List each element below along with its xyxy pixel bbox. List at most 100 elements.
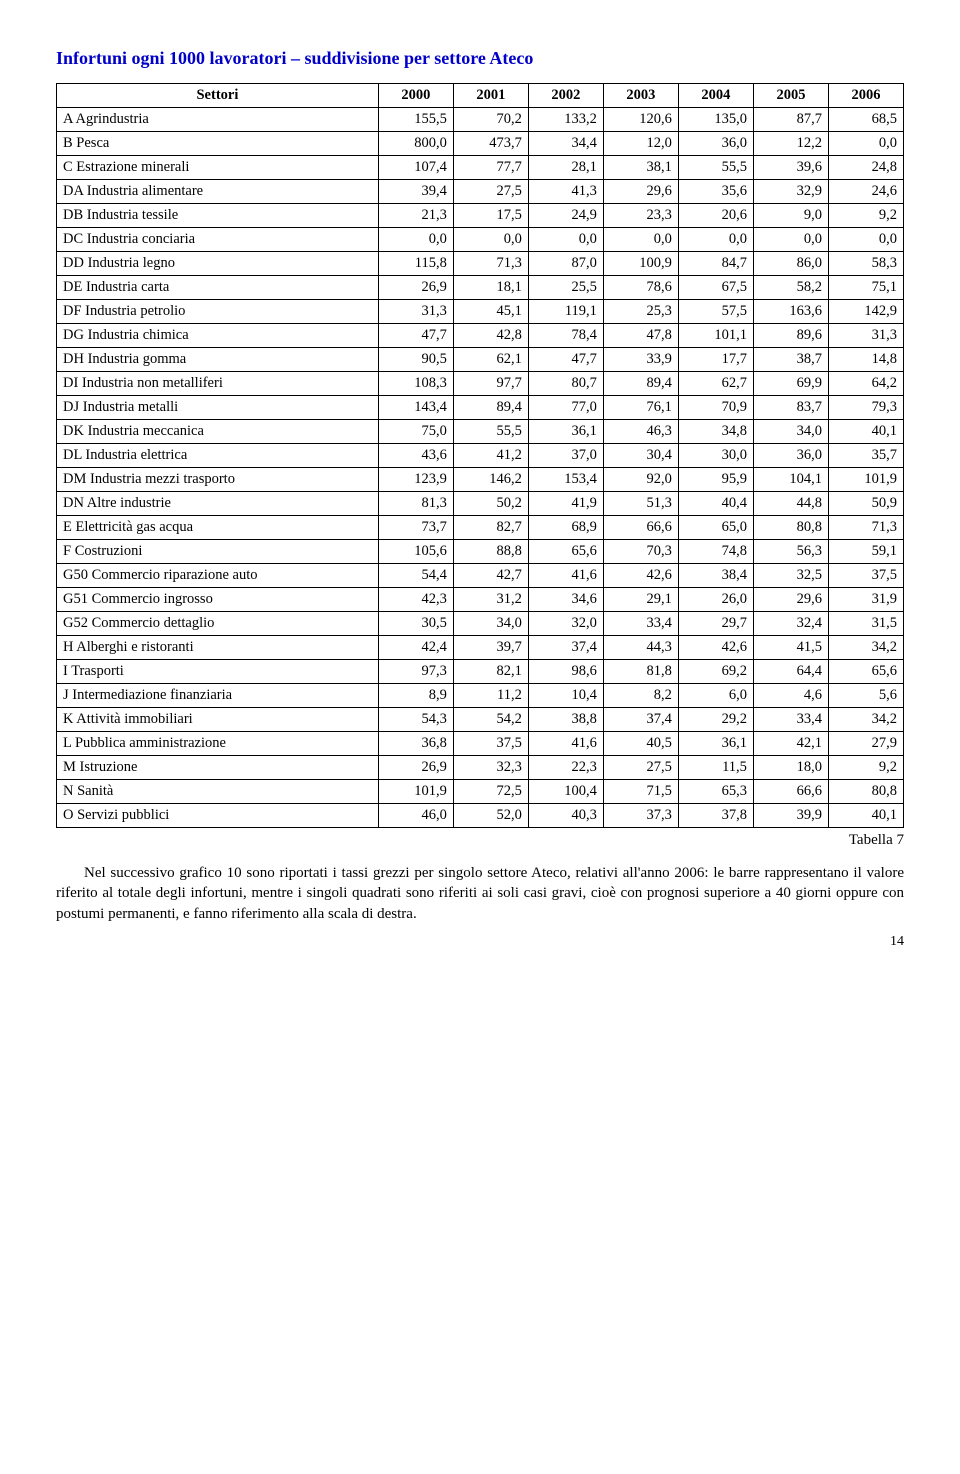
col-year: 2000 bbox=[378, 84, 453, 108]
cell-value: 41,3 bbox=[528, 180, 603, 204]
cell-value: 40,1 bbox=[828, 420, 903, 444]
cell-value: 107,4 bbox=[378, 156, 453, 180]
table-row: DN Altre industrie81,350,241,951,340,444… bbox=[57, 492, 904, 516]
cell-value: 42,7 bbox=[453, 564, 528, 588]
cell-value: 95,9 bbox=[678, 468, 753, 492]
cell-value: 71,3 bbox=[453, 252, 528, 276]
cell-value: 30,5 bbox=[378, 612, 453, 636]
cell-value: 32,4 bbox=[753, 612, 828, 636]
cell-value: 31,3 bbox=[378, 300, 453, 324]
cell-value: 92,0 bbox=[603, 468, 678, 492]
table-row: G52 Commercio dettaglio30,534,032,033,42… bbox=[57, 612, 904, 636]
cell-value: 77,7 bbox=[453, 156, 528, 180]
cell-value: 18,1 bbox=[453, 276, 528, 300]
table-row: DD Industria legno115,871,387,0100,984,7… bbox=[57, 252, 904, 276]
cell-value: 38,7 bbox=[753, 348, 828, 372]
table-row: M Istruzione26,932,322,327,511,518,09,2 bbox=[57, 756, 904, 780]
cell-value: 26,9 bbox=[378, 756, 453, 780]
cell-value: 36,1 bbox=[528, 420, 603, 444]
cell-value: 41,5 bbox=[753, 636, 828, 660]
cell-value: 67,5 bbox=[678, 276, 753, 300]
cell-sector: F Costruzioni bbox=[57, 540, 379, 564]
cell-value: 39,4 bbox=[378, 180, 453, 204]
table-row: N Sanità101,972,5100,471,565,366,680,8 bbox=[57, 780, 904, 804]
cell-value: 29,6 bbox=[753, 588, 828, 612]
cell-sector: G52 Commercio dettaglio bbox=[57, 612, 379, 636]
cell-value: 27,5 bbox=[453, 180, 528, 204]
cell-value: 59,1 bbox=[828, 540, 903, 564]
table-row: DE Industria carta26,918,125,578,667,558… bbox=[57, 276, 904, 300]
cell-value: 41,9 bbox=[528, 492, 603, 516]
cell-value: 24,9 bbox=[528, 204, 603, 228]
cell-value: 57,5 bbox=[678, 300, 753, 324]
cell-value: 27,5 bbox=[603, 756, 678, 780]
cell-value: 39,9 bbox=[753, 804, 828, 828]
cell-value: 98,6 bbox=[528, 660, 603, 684]
cell-value: 26,9 bbox=[378, 276, 453, 300]
cell-value: 40,4 bbox=[678, 492, 753, 516]
cell-value: 0,0 bbox=[528, 228, 603, 252]
cell-value: 36,8 bbox=[378, 732, 453, 756]
cell-value: 76,1 bbox=[603, 396, 678, 420]
table-row: DB Industria tessile21,317,524,923,320,6… bbox=[57, 204, 904, 228]
cell-value: 0,0 bbox=[828, 132, 903, 156]
cell-value: 34,0 bbox=[753, 420, 828, 444]
cell-value: 65,6 bbox=[828, 660, 903, 684]
cell-value: 11,5 bbox=[678, 756, 753, 780]
table-row: DF Industria petrolio31,345,1119,125,357… bbox=[57, 300, 904, 324]
cell-sector: DN Altre industrie bbox=[57, 492, 379, 516]
cell-value: 87,7 bbox=[753, 108, 828, 132]
cell-value: 38,8 bbox=[528, 708, 603, 732]
cell-value: 133,2 bbox=[528, 108, 603, 132]
table-row: H Alberghi e ristoranti42,439,737,444,34… bbox=[57, 636, 904, 660]
cell-value: 50,2 bbox=[453, 492, 528, 516]
cell-value: 43,6 bbox=[378, 444, 453, 468]
cell-value: 50,9 bbox=[828, 492, 903, 516]
cell-value: 89,4 bbox=[453, 396, 528, 420]
cell-value: 36,1 bbox=[678, 732, 753, 756]
cell-value: 51,3 bbox=[603, 492, 678, 516]
table-row: DC Industria conciaria0,00,00,00,00,00,0… bbox=[57, 228, 904, 252]
cell-sector: G50 Commercio riparazione auto bbox=[57, 564, 379, 588]
cell-value: 35,6 bbox=[678, 180, 753, 204]
cell-value: 78,4 bbox=[528, 324, 603, 348]
cell-value: 5,6 bbox=[828, 684, 903, 708]
cell-value: 44,8 bbox=[753, 492, 828, 516]
cell-value: 54,4 bbox=[378, 564, 453, 588]
cell-value: 78,6 bbox=[603, 276, 678, 300]
cell-value: 54,3 bbox=[378, 708, 453, 732]
cell-sector: DD Industria legno bbox=[57, 252, 379, 276]
cell-value: 153,4 bbox=[528, 468, 603, 492]
cell-value: 37,5 bbox=[828, 564, 903, 588]
cell-value: 24,6 bbox=[828, 180, 903, 204]
cell-value: 81,3 bbox=[378, 492, 453, 516]
cell-value: 142,9 bbox=[828, 300, 903, 324]
cell-sector: DF Industria petrolio bbox=[57, 300, 379, 324]
cell-value: 64,4 bbox=[753, 660, 828, 684]
cell-value: 29,1 bbox=[603, 588, 678, 612]
cell-value: 34,6 bbox=[528, 588, 603, 612]
cell-value: 66,6 bbox=[753, 780, 828, 804]
cell-value: 45,1 bbox=[453, 300, 528, 324]
cell-value: 34,0 bbox=[453, 612, 528, 636]
cell-value: 143,4 bbox=[378, 396, 453, 420]
cell-value: 30,4 bbox=[603, 444, 678, 468]
cell-value: 41,2 bbox=[453, 444, 528, 468]
cell-sector: DC Industria conciaria bbox=[57, 228, 379, 252]
cell-value: 0,0 bbox=[678, 228, 753, 252]
cell-value: 40,1 bbox=[828, 804, 903, 828]
cell-value: 23,3 bbox=[603, 204, 678, 228]
cell-value: 89,4 bbox=[603, 372, 678, 396]
cell-sector: B Pesca bbox=[57, 132, 379, 156]
table-row: DL Industria elettrica43,641,237,030,430… bbox=[57, 444, 904, 468]
cell-value: 74,8 bbox=[678, 540, 753, 564]
cell-value: 83,7 bbox=[753, 396, 828, 420]
cell-sector: G51 Commercio ingrosso bbox=[57, 588, 379, 612]
cell-value: 6,0 bbox=[678, 684, 753, 708]
cell-sector: E Elettricità gas acqua bbox=[57, 516, 379, 540]
cell-value: 9,2 bbox=[828, 204, 903, 228]
table-row: A Agrindustria155,570,2133,2120,6135,087… bbox=[57, 108, 904, 132]
table-row: C Estrazione minerali107,477,728,138,155… bbox=[57, 156, 904, 180]
cell-value: 86,0 bbox=[753, 252, 828, 276]
cell-value: 71,3 bbox=[828, 516, 903, 540]
